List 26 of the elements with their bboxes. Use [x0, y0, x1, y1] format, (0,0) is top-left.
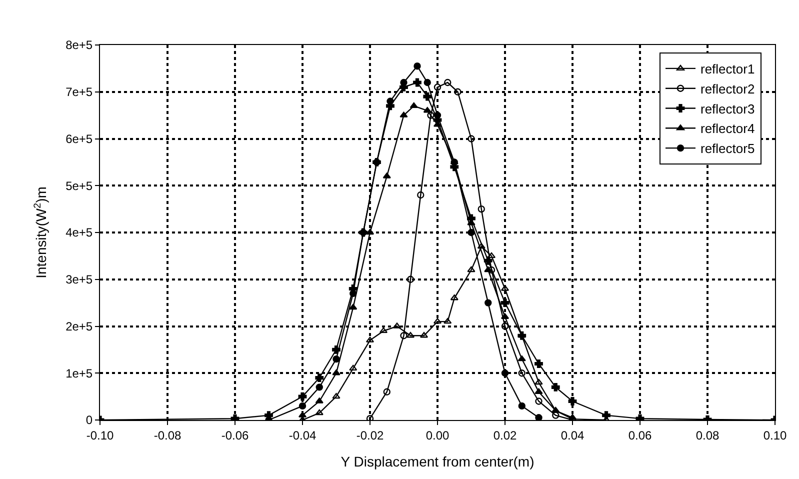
- y-tick-label: 5e+5: [66, 178, 93, 193]
- x-tick-label: 0.06: [628, 428, 652, 442]
- x-tick-label: -0.02: [356, 428, 384, 442]
- y-tick-label: 2e+5: [66, 319, 93, 334]
- x-tick-label: 0.00: [426, 428, 450, 442]
- legend-label: reflector3: [700, 101, 755, 116]
- legend-label: reflector2: [700, 81, 755, 96]
- y-tick-label: 6e+5: [66, 132, 93, 146]
- y-tick-label: 7e+5: [66, 85, 93, 100]
- legend-label: reflector4: [700, 121, 755, 136]
- x-tick-label: -0.08: [154, 428, 182, 442]
- y-tick-label: 1e+5: [66, 366, 93, 380]
- legend-label: reflector1: [700, 62, 755, 77]
- x-tick-label: -0.06: [221, 428, 249, 442]
- x-tick-label: 0.02: [493, 428, 517, 442]
- x-tick-label: -0.10: [86, 428, 114, 442]
- x-tick-label: 0.08: [696, 428, 720, 442]
- y-tick-label: 0: [86, 413, 93, 428]
- x-tick-label: 0.04: [560, 428, 584, 442]
- x-tick-label: 0.10: [763, 428, 787, 442]
- legend-label: reflector5: [700, 141, 755, 156]
- y-tick-label: 8e+5: [66, 38, 93, 52]
- x-tick-label: -0.04: [288, 428, 316, 442]
- y-tick-label: 3e+5: [66, 272, 93, 287]
- x-axis-title: Y Displacement from center(m): [340, 454, 534, 470]
- y-tick-label: 4e+5: [66, 226, 93, 240]
